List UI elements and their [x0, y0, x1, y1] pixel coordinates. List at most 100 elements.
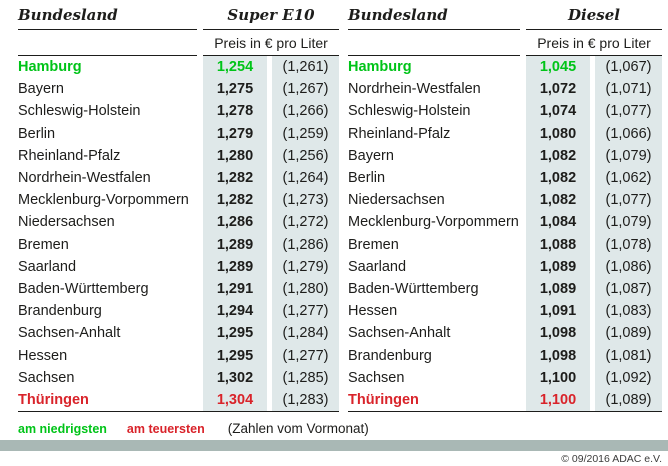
table-row: Mecklenburg-Vorpommern 1,084 (1,079) [348, 211, 662, 234]
table-row: Schleswig-Holstein 1,278 (1,266) [18, 100, 339, 123]
previous-price: (1,077) [595, 100, 662, 123]
land-name: Niedersachsen [348, 192, 445, 209]
previous-price: (1,279) [272, 255, 339, 278]
current-price: 1,074 [526, 100, 590, 123]
table-row: Baden-Württemberg 1,291 (1,280) [18, 277, 339, 301]
land-name: Brandenburg [18, 303, 102, 320]
tables-container: Bundesland Super E10 Preis in € pro Lite… [18, 6, 662, 412]
table-row: Bayern 1,275 (1,267) [18, 78, 339, 101]
current-price: 1,289 [203, 233, 267, 256]
table-body: Hamburg 1,254 (1,261) Bayern 1,275 (1,26… [18, 56, 339, 412]
land-name: Mecklenburg-Vorpommern [348, 214, 519, 231]
table-row: Hessen 1,091 (1,083) [348, 300, 662, 323]
table-row: Hamburg 1,045 (1,067) [348, 56, 662, 79]
current-price: 1,098 [526, 344, 590, 367]
copyright-text: © 09/2016 ADAC e.V. [561, 453, 662, 465]
land-name: Bayern [348, 147, 394, 164]
current-price: 1,100 [526, 388, 590, 411]
previous-price: (1,083) [595, 300, 662, 323]
land-name: Sachsen [348, 369, 405, 386]
legend: am niedrigsten am teuersten (Zahlen vom … [18, 421, 662, 436]
table-row: Sachsen 1,100 (1,092) [348, 366, 662, 389]
land-name: Thüringen [348, 391, 419, 408]
current-price: 1,091 [526, 300, 590, 323]
land-name: Baden-Württemberg [18, 280, 149, 297]
land-name: Rheinland-Pfalz [18, 147, 121, 164]
land-name: Bremen [18, 236, 69, 253]
table-row: Nordrhein-Westfalen 1,072 (1,071) [348, 78, 662, 101]
current-price: 1,291 [203, 277, 267, 301]
previous-price: (1,077) [595, 189, 662, 212]
current-price: 1,089 [526, 255, 590, 278]
fuel-header: Diesel [526, 6, 662, 30]
fuel-price-infographic: Bundesland Super E10 Preis in € pro Lite… [18, 6, 662, 436]
current-price: 1,279 [203, 122, 267, 145]
current-price: 1,080 [526, 122, 590, 145]
current-price: 1,278 [203, 100, 267, 123]
land-name: Niedersachsen [18, 214, 115, 231]
previous-price: (1,261) [272, 56, 339, 79]
land-name: Thüringen [18, 391, 89, 408]
table-row: Niedersachsen 1,082 (1,077) [348, 189, 662, 212]
table-body: Hamburg 1,045 (1,067) Nordrhein-Westfale… [348, 56, 662, 412]
previous-price: (1,087) [595, 277, 662, 301]
current-price: 1,286 [203, 211, 267, 234]
table-row: Brandenburg 1,294 (1,277) [18, 300, 339, 323]
current-price: 1,294 [203, 300, 267, 323]
super-e10-table: Bundesland Super E10 Preis in € pro Lite… [18, 6, 339, 412]
current-price: 1,084 [526, 211, 590, 234]
legend-note: (Zahlen vom Vormonat) [227, 421, 369, 436]
land-name: Hamburg [18, 59, 82, 76]
previous-price: (1,089) [595, 388, 662, 411]
land-name: Baden-Württemberg [348, 280, 479, 297]
previous-price: (1,079) [595, 144, 662, 167]
price-unit-header: Preis in € pro Liter [526, 30, 662, 56]
land-name: Saarland [348, 258, 407, 275]
legend-highest-label: am teuersten [126, 422, 205, 436]
previous-price: (1,280) [272, 277, 339, 301]
current-price: 1,089 [526, 277, 590, 301]
price-unit-header: Preis in € pro Liter [203, 30, 339, 56]
diesel-table: Bundesland Diesel Preis in € pro Liter H… [348, 6, 662, 412]
previous-price: (1,283) [272, 388, 339, 411]
previous-price: (1,264) [272, 166, 339, 190]
current-price: 1,282 [203, 189, 267, 212]
land-name: Bremen [348, 236, 399, 253]
table-subheader-row: Preis in € pro Liter [18, 30, 339, 56]
table-subheader-row: Preis in € pro Liter [348, 30, 662, 56]
table-row: Saarland 1,289 (1,279) [18, 255, 339, 278]
current-price: 1,082 [526, 166, 590, 190]
land-name: Hessen [18, 347, 68, 364]
table-row: Bayern 1,082 (1,079) [348, 144, 662, 167]
previous-price: (1,267) [272, 78, 339, 101]
previous-price: (1,089) [595, 322, 662, 345]
current-price: 1,275 [203, 78, 267, 101]
previous-price: (1,062) [595, 166, 662, 190]
land-name: Bayern [18, 81, 64, 98]
current-price: 1,082 [526, 144, 590, 167]
land-header: Bundesland [348, 6, 520, 30]
current-price: 1,082 [526, 189, 590, 212]
previous-price: (1,078) [595, 233, 662, 256]
table-row: Hamburg 1,254 (1,261) [18, 56, 339, 79]
footer-bar [0, 440, 668, 451]
table-row: Thüringen 1,100 (1,089) [348, 388, 662, 411]
previous-price: (1,277) [272, 344, 339, 367]
previous-price: (1,081) [595, 344, 662, 367]
previous-price: (1,273) [272, 189, 339, 212]
current-price: 1,304 [203, 388, 267, 411]
table-row: Sachsen-Anhalt 1,295 (1,284) [18, 322, 339, 345]
table-row: Baden-Württemberg 1,089 (1,087) [348, 277, 662, 301]
previous-price: (1,259) [272, 122, 339, 145]
previous-price: (1,272) [272, 211, 339, 234]
current-price: 1,100 [526, 366, 590, 389]
legend-lowest-label: am niedrigsten [18, 422, 107, 436]
table-row: Hessen 1,295 (1,277) [18, 344, 339, 367]
current-price: 1,045 [526, 56, 590, 79]
header-spacer [18, 30, 197, 56]
table-row: Thüringen 1,304 (1,283) [18, 388, 339, 411]
previous-price: (1,092) [595, 366, 662, 389]
table-row: Rheinland-Pfalz 1,080 (1,066) [348, 122, 662, 145]
previous-price: (1,284) [272, 322, 339, 345]
table-row: Schleswig-Holstein 1,074 (1,077) [348, 100, 662, 123]
